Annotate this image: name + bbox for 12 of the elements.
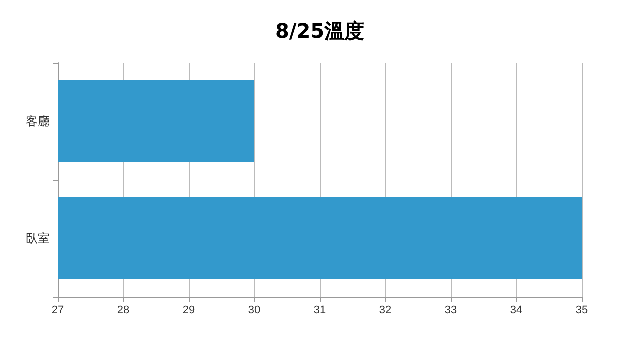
x-tick-label: 27 [52, 304, 64, 316]
x-tick-label: 32 [379, 304, 392, 316]
x-tick-label: 28 [117, 304, 130, 316]
x-tick-label: 33 [444, 304, 458, 316]
chart-title: 8/25溫度 [275, 19, 365, 43]
x-tick-label: 30 [248, 304, 261, 316]
y-tick-label: 客廳 [26, 114, 50, 128]
x-tick-label: 31 [314, 304, 326, 316]
x-tick-label: 34 [510, 304, 523, 316]
y-tick-label: 臥室 [26, 232, 50, 246]
x-tick-label: 29 [182, 304, 196, 316]
x-tick-label: 35 [576, 304, 588, 316]
